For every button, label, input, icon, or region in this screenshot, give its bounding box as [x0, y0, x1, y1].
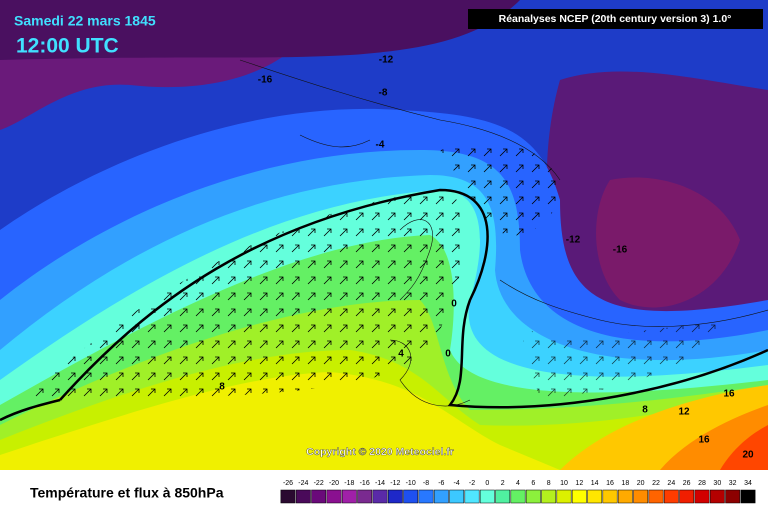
colorbar-tick: -16 [360, 480, 370, 487]
colorbar-tick: 4 [516, 480, 520, 487]
colorbar-swatch [587, 489, 603, 504]
colorbar-tick: -6 [438, 480, 444, 487]
contour-label: 4 [398, 349, 404, 360]
contour-label: 0 [451, 299, 457, 310]
colorbar-tick: -2 [469, 480, 475, 487]
colorbar-swatch [633, 489, 649, 504]
contour-label: 16 [723, 389, 735, 400]
colorbar-tick: -24 [298, 480, 308, 487]
map-field [0, 0, 768, 470]
colorbar-swatch [617, 489, 633, 504]
colorbar-tick: 12 [575, 480, 583, 487]
colorbar-swatch [387, 489, 403, 504]
colorbar-tick: 26 [683, 480, 691, 487]
colorbar-tick: 20 [637, 480, 645, 487]
colorbar-swatch [311, 489, 327, 504]
contour-label: 12 [678, 407, 690, 418]
colorbar-tick: 10 [560, 480, 568, 487]
colorbar-swatch [679, 489, 695, 504]
colorbar-swatch [495, 489, 511, 504]
colorbar-tick: -8 [423, 480, 429, 487]
colorbar-tick: -20 [329, 480, 339, 487]
colorbar-swatch [709, 489, 725, 504]
colorbar-tick: -4 [454, 480, 460, 487]
colorbar-tick: 32 [729, 480, 737, 487]
source-box [468, 9, 763, 29]
contour-label: -16 [258, 75, 273, 86]
colorbar-swatch [510, 489, 526, 504]
date: Samedi 22 mars 1845 [14, 13, 156, 29]
colorbar-swatch [280, 489, 296, 504]
colorbar-swatch [602, 489, 618, 504]
colorbar-swatch [464, 489, 480, 504]
colorbar-swatch [479, 489, 495, 504]
colorbar-tick: 30 [713, 480, 721, 487]
colorbar-tick: -10 [406, 480, 416, 487]
colorbar-swatch [694, 489, 710, 504]
time: 12:00 UTC [16, 35, 119, 58]
contour-label: -12 [379, 55, 394, 66]
colorbar-tick: 0 [485, 480, 489, 487]
contour-label: -16 [613, 245, 628, 256]
contour-label: -12 [566, 235, 581, 246]
colorbar-tick: -12 [390, 480, 400, 487]
contour-label: -4 [376, 140, 385, 151]
colorbar-swatch [740, 489, 756, 504]
source: Réanalyses NCEP (20th century version 3)… [499, 13, 732, 25]
colorbar: -26 -24 -22 -20 -18 -16 -14 -12 -10 -8 -6 -4 -2 0 2 4 6 8… [280, 480, 756, 504]
colorbar-swatch [418, 489, 434, 504]
contour-labels: -16 -12 -8 -4 -12 -16 0 4 0 8 8 12 16 16 20 [219, 55, 754, 461]
colorbar-swatch [403, 489, 419, 504]
contour-label: 8 [642, 405, 648, 416]
colorbar-tick: 24 [667, 480, 675, 487]
colorbar-tick: 18 [621, 480, 629, 487]
colorbar-swatch [648, 489, 664, 504]
colorbar-tick: 14 [591, 480, 599, 487]
colorbar-tick: 8 [547, 480, 551, 487]
colorbar-tick: 22 [652, 480, 660, 487]
colorbar-tick: -26 [283, 480, 293, 487]
colorbar-swatch [556, 489, 572, 504]
colorbar-swatch [341, 489, 357, 504]
colorbar-swatch [571, 489, 587, 504]
colorbar-swatch [295, 489, 311, 504]
colorbar-tick: -22 [314, 480, 324, 487]
colorbar-swatch [449, 489, 465, 504]
contour-label: 0 [445, 349, 451, 360]
colorbar-swatch [357, 489, 373, 504]
footer-title: Température et flux à 850hPa [30, 485, 224, 501]
contour-label: 8 [219, 382, 225, 393]
colorbar-swatch [525, 489, 541, 504]
colorbar-tick: 6 [531, 480, 535, 487]
colorbar-swatch [725, 489, 741, 504]
colorbar-tick: -14 [375, 480, 385, 487]
colorbar-tick: 16 [606, 480, 614, 487]
colorbar-swatch [541, 489, 557, 504]
colorbar-swatch [372, 489, 388, 504]
colorbar-swatch [433, 489, 449, 504]
colorbar-swatch [663, 489, 679, 504]
contour-label: 20 [742, 450, 754, 461]
colorbar-tick: 2 [501, 480, 505, 487]
colorbar-swatch [326, 489, 342, 504]
colorbar-tick: 34 [744, 480, 752, 487]
contour-label: -8 [379, 88, 388, 99]
colorbar-tick: -18 [344, 480, 354, 487]
colorbar-tick: 28 [698, 480, 706, 487]
copyright: Copyright © 2020 Meteociel.fr [306, 446, 454, 458]
contour-label: 16 [698, 435, 710, 446]
